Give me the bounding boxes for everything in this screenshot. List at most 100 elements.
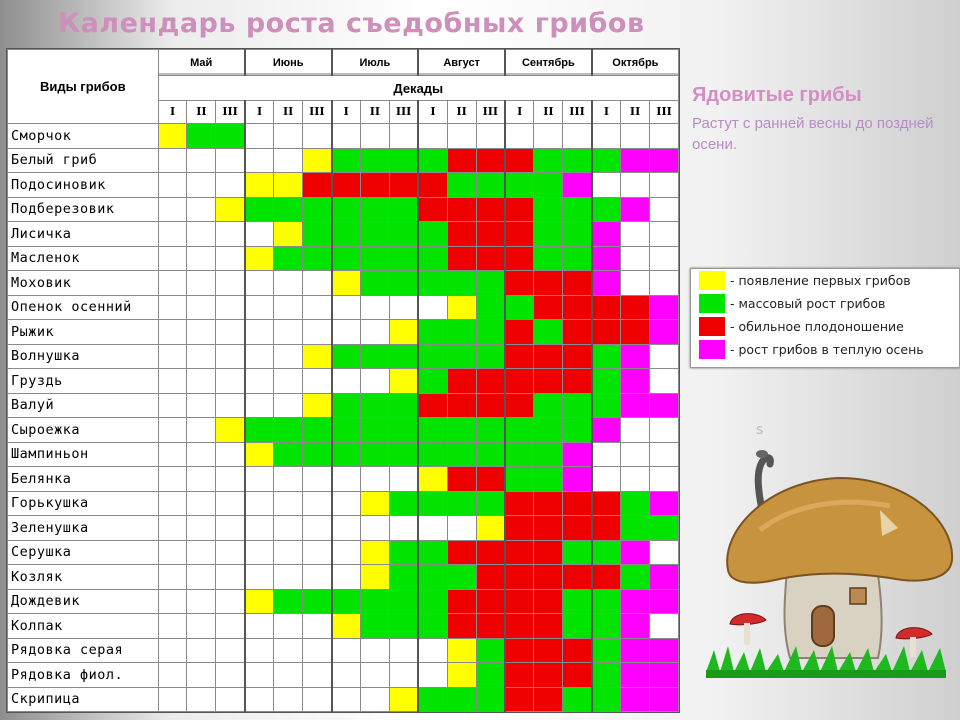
table-row: Рядовка фиол. xyxy=(7,662,679,688)
growth-cell xyxy=(620,245,651,271)
growth-cell xyxy=(475,662,506,688)
growth-cell xyxy=(649,123,679,149)
growth-cell xyxy=(533,686,564,712)
growth-cell xyxy=(302,637,333,663)
growth-cell xyxy=(157,441,188,467)
growth-cell xyxy=(302,466,333,492)
decade-label: II xyxy=(446,99,477,125)
growth-cell xyxy=(215,343,246,369)
growth-cell xyxy=(562,196,593,222)
growth-cell xyxy=(359,490,390,516)
growth-cell xyxy=(273,368,304,394)
growth-cell xyxy=(157,270,188,296)
growth-cell xyxy=(562,319,593,345)
growth-cell xyxy=(475,539,506,565)
month-header: Октябрь xyxy=(590,48,679,77)
growth-cell xyxy=(359,539,390,565)
growth-cell xyxy=(475,221,506,247)
month-header: Июнь xyxy=(243,48,333,77)
growth-cell xyxy=(562,343,593,369)
growth-cell xyxy=(620,147,651,173)
growth-cell xyxy=(302,147,333,173)
growth-cell xyxy=(417,564,448,590)
growth-cell xyxy=(475,245,506,271)
decade-label: III xyxy=(475,99,506,125)
growth-cell xyxy=(533,368,564,394)
growth-cell xyxy=(273,245,304,271)
growth-cell xyxy=(417,147,448,173)
table-row: Серушка xyxy=(7,539,679,565)
growth-cell xyxy=(562,270,593,296)
growth-cell xyxy=(590,564,622,590)
growth-cell xyxy=(649,539,679,565)
growth-cell xyxy=(157,466,188,492)
decade-label: I xyxy=(504,99,535,125)
species-name: Груздь xyxy=(7,368,159,394)
growth-cell xyxy=(388,637,419,663)
growth-cell xyxy=(649,343,679,369)
growth-cell xyxy=(620,319,651,345)
growth-cell xyxy=(330,221,361,247)
growth-cell xyxy=(243,662,275,688)
growth-cell xyxy=(215,417,246,443)
table-row: Козляк xyxy=(7,564,679,590)
growth-cell xyxy=(590,147,622,173)
table-row: Шампиньон xyxy=(7,441,679,467)
growth-cell xyxy=(388,172,419,198)
growth-cell xyxy=(504,319,535,345)
growth-cell xyxy=(533,662,564,688)
growth-cell xyxy=(359,662,390,688)
growth-cell xyxy=(590,343,622,369)
growth-cell xyxy=(330,196,361,222)
decades-header: Декады xyxy=(157,75,680,101)
growth-cell xyxy=(590,613,622,639)
growth-cell xyxy=(620,196,651,222)
growth-cell xyxy=(330,417,361,443)
growth-cell xyxy=(620,637,651,663)
growth-cell xyxy=(157,539,188,565)
growth-cell xyxy=(273,123,304,149)
growth-cell xyxy=(417,196,448,222)
growth-cell xyxy=(186,294,217,320)
growth-cell xyxy=(157,196,188,222)
month-header: Август xyxy=(417,48,506,77)
growth-cell xyxy=(562,490,593,516)
table-row: Белянка xyxy=(7,466,679,492)
growth-cell xyxy=(620,564,651,590)
growth-cell xyxy=(620,123,651,149)
growth-cell xyxy=(302,588,333,614)
growth-cell xyxy=(446,270,477,296)
growth-cell xyxy=(359,686,390,712)
decade-label: III xyxy=(649,99,679,125)
growth-cell xyxy=(243,392,275,418)
decade-label: II xyxy=(533,99,564,125)
growth-cell xyxy=(533,441,564,467)
table-row: Горькушка xyxy=(7,490,679,516)
growth-cell xyxy=(475,392,506,418)
growth-cell xyxy=(562,392,593,418)
growth-cell xyxy=(446,662,477,688)
growth-cell xyxy=(215,123,246,149)
growth-cell xyxy=(157,123,188,149)
growth-cell xyxy=(186,343,217,369)
growth-cell xyxy=(215,221,246,247)
growth-cell xyxy=(649,662,679,688)
growth-cell xyxy=(157,294,188,320)
growth-cell xyxy=(186,613,217,639)
growth-cell xyxy=(273,441,304,467)
growth-cell xyxy=(359,196,390,222)
growth-cell xyxy=(388,392,419,418)
growth-cell xyxy=(417,686,448,712)
growth-cell xyxy=(475,515,506,541)
legend-label: - обильное плодоношение xyxy=(730,319,904,334)
growth-cell xyxy=(533,637,564,663)
growth-cell xyxy=(533,539,564,565)
table-row: Рыжик xyxy=(7,319,679,345)
species-name: Белянка xyxy=(7,466,159,492)
growth-cell xyxy=(243,221,275,247)
growth-cell xyxy=(388,613,419,639)
growth-cell xyxy=(359,294,390,320)
growth-cell xyxy=(475,490,506,516)
growth-cell xyxy=(649,417,679,443)
growth-cell xyxy=(620,368,651,394)
